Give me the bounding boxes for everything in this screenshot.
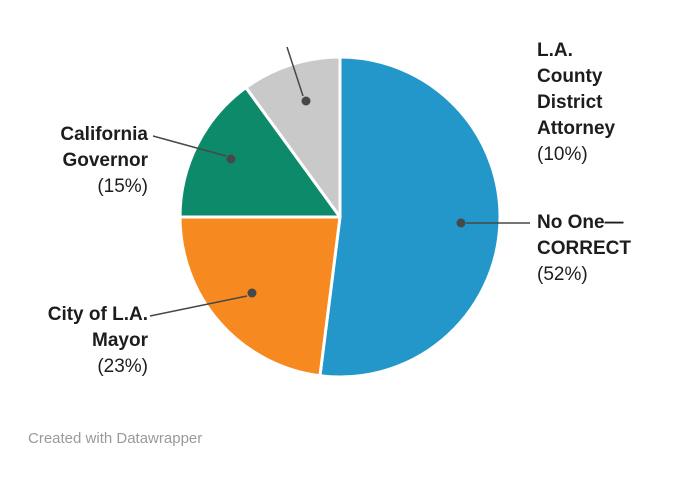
connector-dot-california-governor <box>226 154 236 164</box>
pie-svg <box>149 46 530 379</box>
label-district-attorney-pct: (10%) <box>537 144 588 165</box>
pie-slice-1[interactable] <box>178 215 342 378</box>
connector-dot-district-attorney <box>301 96 311 106</box>
datawrapper-credit-link[interactable]: Created with Datawrapper <box>28 430 203 447</box>
label-california-governor-pct: (15%) <box>97 176 148 197</box>
label-district-attorney-name: L.A. County District Attorney <box>537 40 616 139</box>
label-no-one: No One—CORRECT (52%) <box>537 210 649 288</box>
label-district-attorney: L.A. County District Attorney (10%) <box>537 38 643 168</box>
label-no-one-name: No One—CORRECT <box>537 212 631 259</box>
connector-line-district-attorney <box>286 46 304 97</box>
label-la-mayor: City of L.A. Mayor (23%) <box>22 302 148 380</box>
label-california-governor: California Governor (15%) <box>30 122 148 200</box>
connector-line-la-mayor <box>149 295 248 317</box>
pie-slices <box>178 55 502 379</box>
pie-slice-3[interactable] <box>244 55 342 219</box>
connectors <box>149 46 530 317</box>
pie-slice-2[interactable] <box>178 86 342 219</box>
label-california-governor-name: California Governor <box>60 124 148 171</box>
pie-slice-0[interactable] <box>318 55 502 379</box>
connector-line-california-governor <box>152 135 227 157</box>
label-la-mayor-name: City of L.A. Mayor <box>47 304 148 351</box>
connector-dot-la-mayor <box>247 288 257 298</box>
label-no-one-pct: (52%) <box>537 264 588 285</box>
label-la-mayor-pct: (23%) <box>97 356 148 377</box>
connector-dot-no-one <box>456 218 466 228</box>
